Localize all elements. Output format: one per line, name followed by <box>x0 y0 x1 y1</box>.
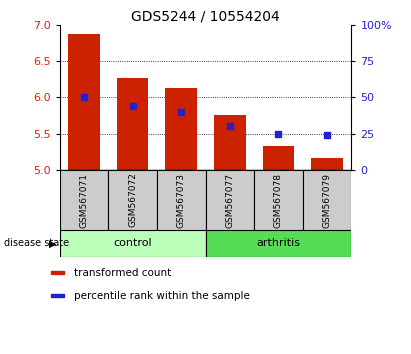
Text: GSM567071: GSM567071 <box>79 172 88 228</box>
Bar <box>60 230 206 257</box>
Bar <box>214 115 246 170</box>
Text: GSM567072: GSM567072 <box>128 172 137 228</box>
Bar <box>117 78 148 170</box>
Bar <box>303 170 351 230</box>
Bar <box>68 34 100 170</box>
Bar <box>108 170 157 230</box>
Text: control: control <box>113 238 152 249</box>
Text: GSM567078: GSM567078 <box>274 172 283 228</box>
Bar <box>60 170 108 230</box>
Bar <box>165 88 197 170</box>
Text: percentile rank within the sample: percentile rank within the sample <box>74 291 250 301</box>
Text: GSM567077: GSM567077 <box>225 172 234 228</box>
Text: ▶: ▶ <box>49 238 57 249</box>
Text: disease state: disease state <box>4 238 69 249</box>
Text: arthritis: arthritis <box>256 238 300 249</box>
Bar <box>51 272 64 274</box>
Title: GDS5244 / 10554204: GDS5244 / 10554204 <box>131 10 280 24</box>
Bar <box>206 170 254 230</box>
Bar <box>263 146 294 170</box>
Bar <box>206 230 351 257</box>
Text: GSM567073: GSM567073 <box>177 172 186 228</box>
Text: GSM567079: GSM567079 <box>323 172 332 228</box>
Bar <box>51 295 64 297</box>
Bar <box>311 158 343 170</box>
Bar <box>157 170 206 230</box>
Bar <box>254 170 303 230</box>
Text: transformed count: transformed count <box>74 268 172 278</box>
